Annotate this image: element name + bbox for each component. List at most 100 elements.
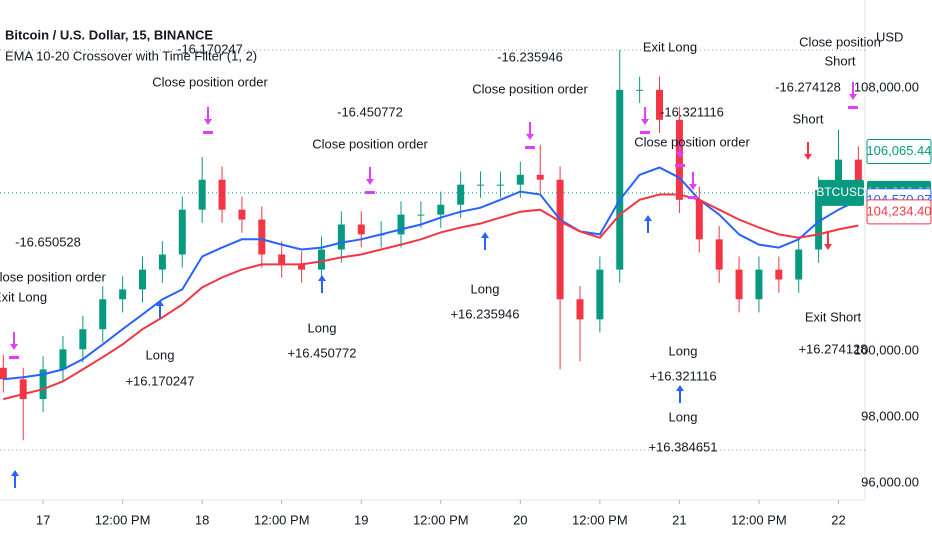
price-tag-box: [866, 199, 932, 225]
candle-body: [457, 184, 465, 205]
signal-label: Exit Long: [0, 289, 47, 304]
signal-label: -16.274128: [775, 79, 841, 94]
signal-arrow: [481, 232, 489, 250]
price-tag-label: 106,065.44: [866, 143, 931, 158]
signal-label: +16.235946: [450, 306, 519, 321]
signal-arrow: [526, 122, 534, 140]
y-tick-label: 96,000.00: [861, 474, 919, 489]
candle-body: [178, 209, 186, 255]
signal-label: Long: [669, 343, 698, 358]
candle-body: [278, 254, 286, 265]
signal-label: -16.650528: [15, 234, 81, 249]
signal-label: Short: [824, 53, 855, 68]
signal-label: +16.321116: [649, 368, 716, 383]
candle-body: [357, 224, 365, 235]
ema-line: [3, 193, 859, 401]
signal-label: Close position order: [152, 74, 268, 89]
x-tick-label: 12:00 PM: [731, 512, 787, 527]
signal-label: Long: [146, 347, 175, 362]
x-tick-label: 12:00 PM: [572, 512, 628, 527]
candle-body: [317, 249, 325, 270]
candle-body: [516, 174, 524, 185]
candle-body: [158, 254, 166, 270]
candle-body: [238, 209, 246, 220]
candle-body: [656, 89, 664, 120]
candle-body: [556, 179, 564, 300]
signal-arrow: [849, 82, 857, 100]
signal-label: +16.384651: [648, 439, 717, 454]
candle-body: [397, 214, 405, 235]
signal-arrow: [204, 107, 212, 125]
signal-label: -16.170247: [177, 41, 243, 56]
signal-label: Short: [792, 111, 823, 126]
x-tick-label: 20: [513, 512, 527, 527]
candle-body: [218, 179, 226, 210]
signal-label: Long: [308, 320, 337, 335]
candle-body: [119, 289, 127, 300]
candle-body: [576, 299, 584, 320]
x-tick-label: 12:00 PM: [95, 512, 151, 527]
candle-body: [755, 269, 763, 300]
candle-body: [854, 159, 862, 193]
signal-bar: [640, 131, 650, 134]
candle-body: [596, 269, 604, 320]
signal-label: Exit Long: [643, 39, 697, 54]
candle-body: [417, 214, 425, 216]
candle-body: [39, 369, 47, 400]
signal-bar: [365, 191, 375, 194]
price-tag-label: 104,234.40: [866, 203, 931, 218]
candle-body: [775, 269, 783, 280]
signal-arrow: [689, 172, 697, 190]
signal-arrow: [644, 215, 652, 233]
signal-arrow: [641, 107, 649, 125]
ema-line: [3, 166, 859, 381]
signal-arrow: [824, 232, 832, 250]
signal-label: +16.170247: [125, 373, 194, 388]
candle-body: [198, 179, 206, 210]
signal-bar: [848, 106, 858, 109]
candle-body: [337, 224, 345, 250]
signal-label: Close position order: [634, 134, 750, 149]
x-tick-label: 21: [672, 512, 686, 527]
x-tick-label: 12:00 PM: [254, 512, 310, 527]
signal-bar: [525, 146, 535, 149]
signal-arrow: [804, 142, 812, 160]
x-tick-label: 22: [831, 512, 845, 527]
y-tick-label: 98,000.00: [861, 409, 919, 424]
candle-body: [258, 219, 266, 255]
signal-label: -16.450772: [337, 104, 403, 119]
candle-body: [477, 184, 485, 186]
signal-arrow: [318, 275, 326, 293]
currency-label: USD: [876, 29, 903, 44]
signal-label: Close position order: [472, 81, 588, 96]
candle-body: [298, 264, 306, 270]
candle-body: [79, 329, 87, 350]
signal-arrow: [676, 140, 684, 158]
signal-arrow: [11, 470, 19, 488]
plot-area: [0, 49, 862, 488]
candle-body: [59, 349, 67, 370]
signal-label: Close position: [799, 34, 881, 49]
indicator-title: EMA 10-20 Crossover with Time Filter (1,…: [5, 48, 257, 63]
signal-label: -16.321116: [660, 104, 724, 119]
candle-body: [139, 269, 147, 290]
signal-label: -16.235946: [497, 49, 563, 64]
y-tick-label: 108,000.00: [854, 79, 919, 94]
signal-bar: [9, 356, 19, 359]
signal-bar: [688, 196, 698, 199]
signal-label: Exit Short: [805, 309, 862, 324]
candle-body: [815, 189, 823, 250]
x-tick-label: 12:00 PM: [413, 512, 469, 527]
x-tick-label: 18: [195, 512, 209, 527]
symbol-tag-box: [818, 179, 864, 206]
signal-arrow: [676, 385, 684, 403]
candle-body: [735, 269, 743, 300]
x-tick-label: 17: [36, 512, 50, 527]
candle-body: [795, 249, 803, 280]
signal-label: Close position order: [312, 136, 428, 151]
candle-body: [695, 199, 703, 240]
signal-label: +16.450772: [287, 345, 356, 360]
signal-label: Long: [669, 409, 698, 424]
x-tick-label: 19: [354, 512, 368, 527]
